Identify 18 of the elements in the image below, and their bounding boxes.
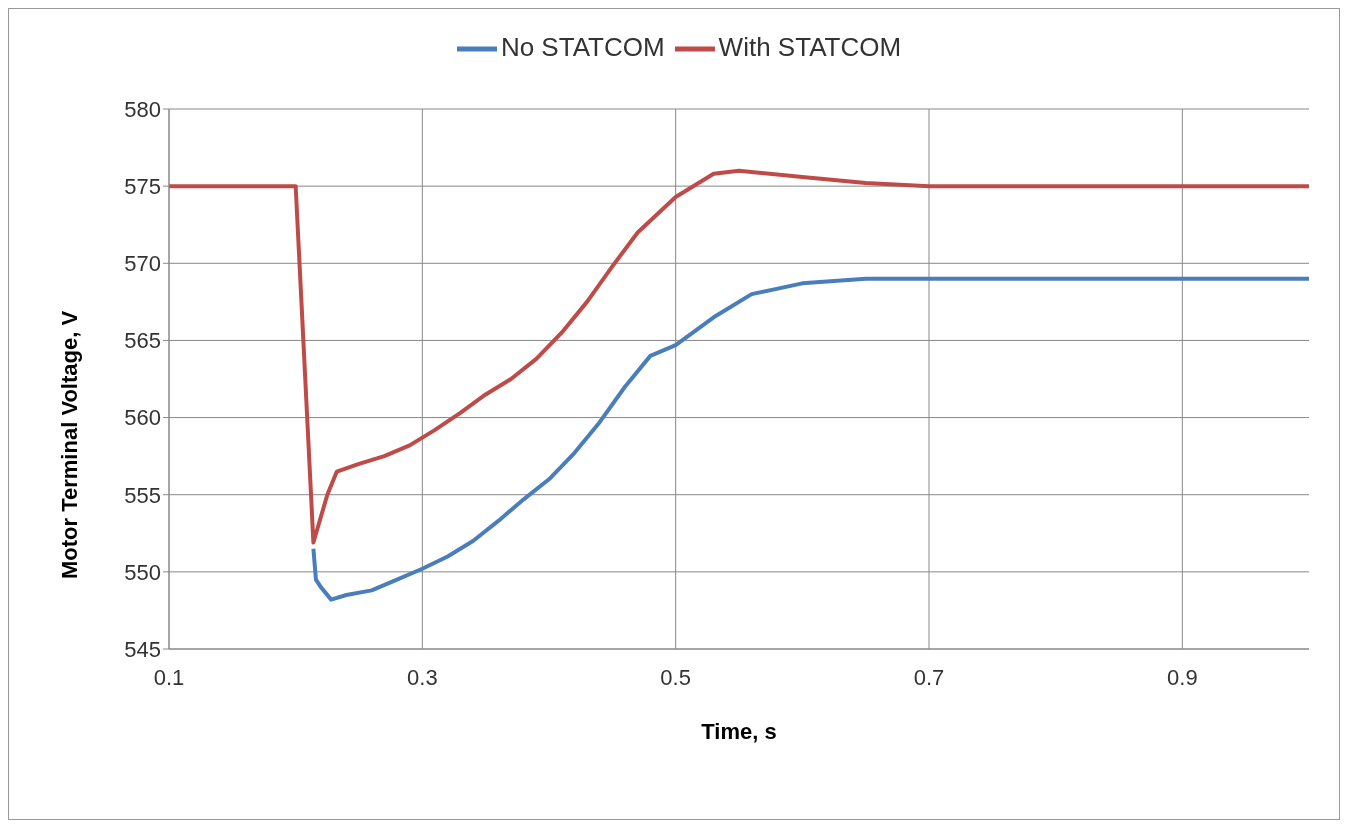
- x-tick-label: 0.9: [1167, 664, 1198, 690]
- y-tick-label: 555: [124, 482, 161, 508]
- line-series: [311, 276, 1309, 602]
- y-tick-label: 560: [124, 405, 161, 431]
- legend-label: With STATCOM: [718, 31, 902, 62]
- legend-label: No STATCOM: [500, 31, 665, 62]
- y-tick-label: 575: [124, 173, 161, 199]
- y-tick-label: 570: [124, 251, 161, 277]
- x-tick-label: 0.7: [913, 664, 945, 690]
- x-tick-label: 0.1: [153, 664, 185, 690]
- x-axis-title: Time, s: [701, 719, 777, 744]
- y-tick-label: 545: [124, 636, 161, 662]
- y-axis-title: Motor Terminal Voltage, V: [56, 310, 82, 579]
- y-tick-label: 550: [124, 559, 161, 585]
- x-tick-label: 0.5: [660, 664, 691, 690]
- y-tick-label: 580: [124, 96, 161, 122]
- y-tick-label: 565: [124, 328, 161, 354]
- x-tick-label: 0.3: [407, 664, 438, 690]
